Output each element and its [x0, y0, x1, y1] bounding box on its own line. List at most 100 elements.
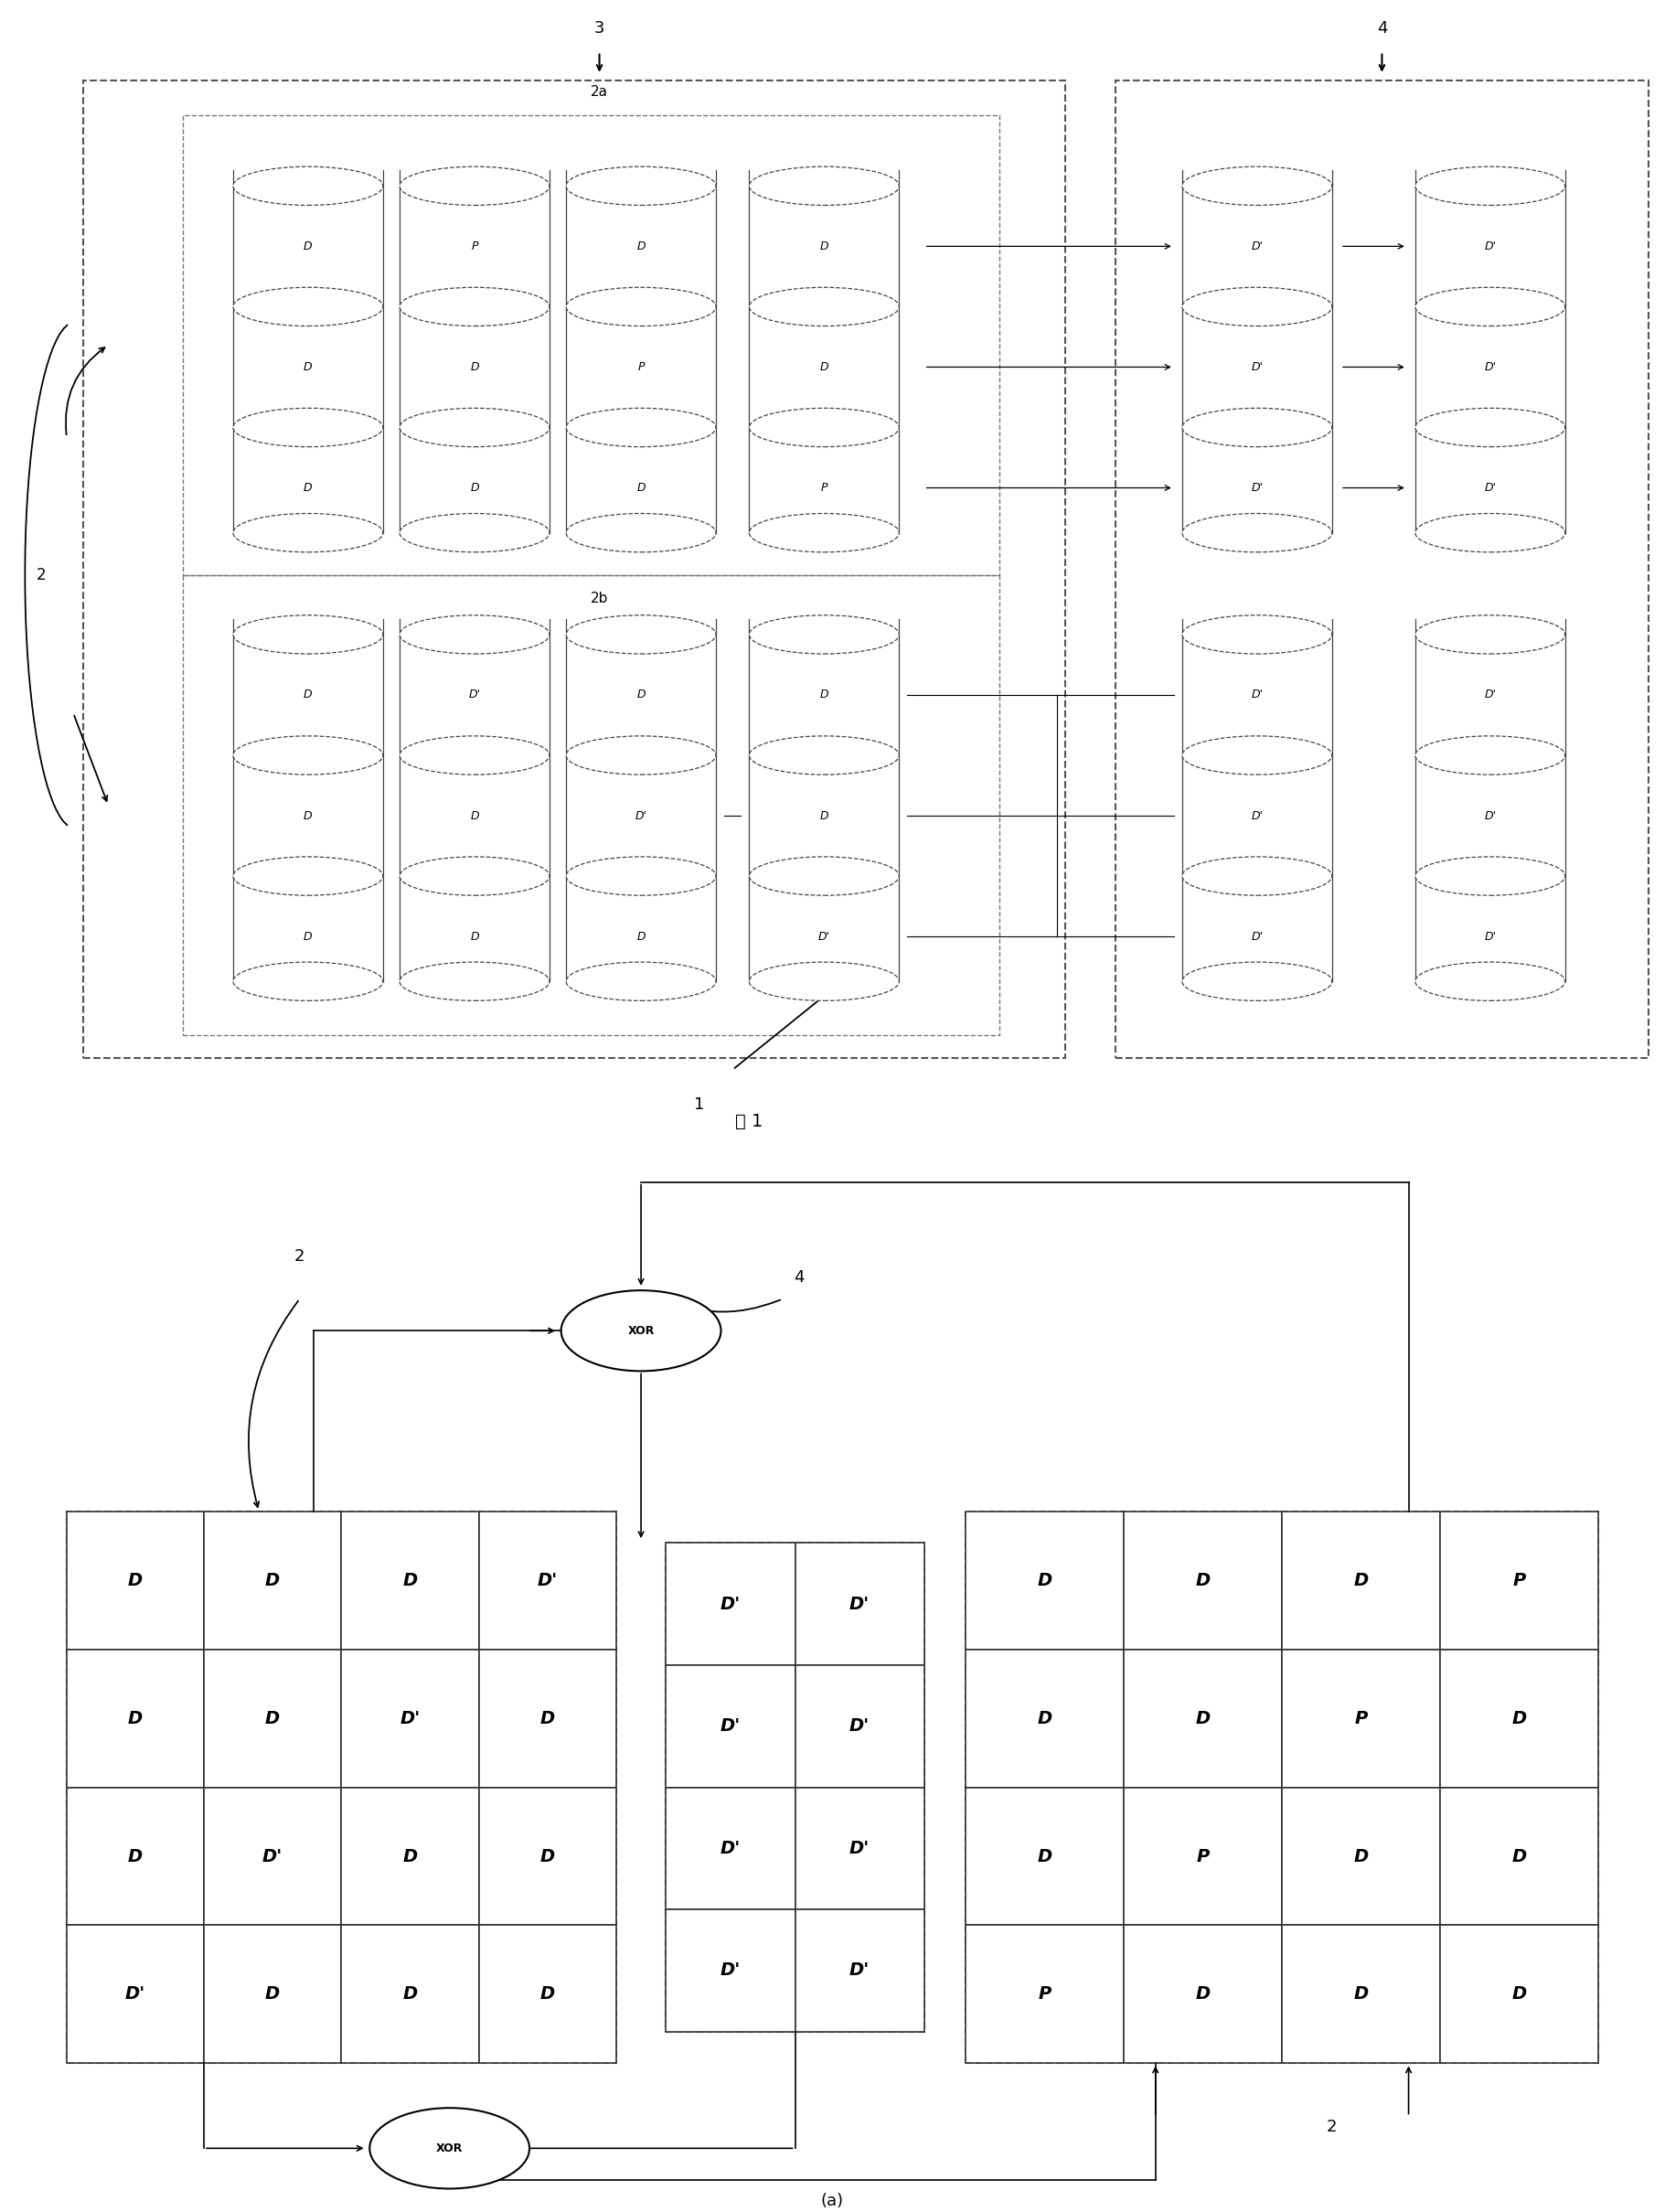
Text: D: D [128, 1847, 143, 1865]
FancyBboxPatch shape [1282, 1511, 1440, 1650]
Text: P: P [1039, 1986, 1051, 2004]
Text: D': D' [818, 931, 831, 942]
Text: D: D [636, 931, 646, 942]
Text: D': D' [1484, 931, 1497, 942]
Ellipse shape [749, 166, 899, 206]
Text: D: D [265, 1710, 280, 1728]
Ellipse shape [1415, 615, 1565, 655]
Ellipse shape [400, 166, 549, 206]
Ellipse shape [1415, 288, 1565, 325]
Text: D: D [1354, 1847, 1369, 1865]
FancyBboxPatch shape [796, 1544, 924, 1666]
Ellipse shape [400, 409, 549, 447]
Ellipse shape [233, 856, 383, 896]
Ellipse shape [400, 856, 549, 896]
Ellipse shape [370, 2108, 529, 2188]
Text: D: D [819, 810, 829, 821]
Text: D': D' [1484, 688, 1497, 701]
Ellipse shape [400, 615, 549, 655]
Ellipse shape [1182, 737, 1332, 774]
Ellipse shape [233, 615, 383, 655]
Text: D': D' [849, 1595, 869, 1613]
FancyBboxPatch shape [67, 1650, 203, 1787]
Text: D': D' [849, 1840, 869, 1858]
Ellipse shape [749, 615, 899, 655]
Text: D': D' [400, 1710, 420, 1728]
Ellipse shape [233, 409, 383, 447]
Ellipse shape [561, 1290, 721, 1371]
Ellipse shape [233, 166, 383, 206]
Text: D': D' [1484, 810, 1497, 821]
FancyBboxPatch shape [1124, 1650, 1282, 1787]
Text: D: D [303, 931, 313, 942]
Text: 2: 2 [295, 1248, 305, 1265]
Ellipse shape [1182, 166, 1332, 206]
FancyBboxPatch shape [480, 1787, 616, 1924]
FancyBboxPatch shape [203, 1650, 341, 1787]
Text: D': D' [1250, 482, 1264, 493]
Text: D: D [819, 688, 829, 701]
FancyBboxPatch shape [1440, 1650, 1598, 1787]
Text: D: D [1195, 1986, 1210, 2004]
Text: D': D' [468, 688, 481, 701]
FancyBboxPatch shape [1282, 1650, 1440, 1787]
Ellipse shape [749, 288, 899, 325]
FancyBboxPatch shape [666, 1787, 796, 1909]
Text: D: D [1037, 1571, 1052, 1588]
FancyBboxPatch shape [966, 1511, 1598, 2064]
Text: D: D [303, 688, 313, 701]
Text: P: P [1197, 1847, 1209, 1865]
Text: D': D' [849, 1962, 869, 1980]
Text: D: D [1512, 1710, 1527, 1728]
Text: D: D [265, 1571, 280, 1588]
FancyBboxPatch shape [966, 1511, 1124, 1650]
Ellipse shape [566, 737, 716, 774]
Text: P: P [821, 482, 828, 493]
Text: D: D [1037, 1847, 1052, 1865]
FancyBboxPatch shape [1124, 1924, 1282, 2064]
Text: D: D [636, 241, 646, 252]
Text: D': D' [721, 1595, 741, 1613]
Text: D: D [1195, 1710, 1210, 1728]
Text: D: D [303, 482, 313, 493]
Text: D: D [636, 688, 646, 701]
Ellipse shape [1182, 962, 1332, 1000]
Text: D': D' [634, 810, 648, 821]
Text: D: D [403, 1986, 418, 2004]
Ellipse shape [566, 962, 716, 1000]
Text: P: P [471, 241, 478, 252]
FancyBboxPatch shape [67, 1787, 203, 1924]
Text: 图 1: 图 1 [736, 1113, 763, 1130]
Text: D': D' [721, 1962, 741, 1980]
Ellipse shape [233, 737, 383, 774]
FancyBboxPatch shape [666, 1544, 924, 2031]
Ellipse shape [566, 166, 716, 206]
FancyBboxPatch shape [1124, 1511, 1282, 1650]
Ellipse shape [1415, 166, 1565, 206]
Ellipse shape [566, 856, 716, 896]
Text: D': D' [263, 1847, 283, 1865]
FancyBboxPatch shape [966, 1787, 1124, 1924]
Ellipse shape [566, 513, 716, 553]
Text: D: D [303, 241, 313, 252]
Text: (a): (a) [821, 2192, 844, 2210]
FancyBboxPatch shape [966, 1650, 1124, 1787]
Text: 2b: 2b [591, 591, 608, 606]
Ellipse shape [1415, 513, 1565, 553]
Text: D: D [128, 1710, 143, 1728]
Ellipse shape [400, 288, 549, 325]
Text: D: D [539, 1847, 554, 1865]
Text: D': D' [1250, 931, 1264, 942]
Text: D: D [539, 1986, 554, 2004]
Text: D': D' [538, 1571, 558, 1588]
FancyBboxPatch shape [341, 1650, 480, 1787]
Text: D: D [1195, 1571, 1210, 1588]
Ellipse shape [1182, 513, 1332, 553]
FancyBboxPatch shape [480, 1924, 616, 2064]
Text: D': D' [1250, 688, 1264, 701]
Text: D': D' [721, 1840, 741, 1858]
Text: D: D [636, 482, 646, 493]
FancyBboxPatch shape [666, 1544, 796, 1666]
Text: D: D [470, 482, 480, 493]
FancyBboxPatch shape [203, 1924, 341, 2064]
